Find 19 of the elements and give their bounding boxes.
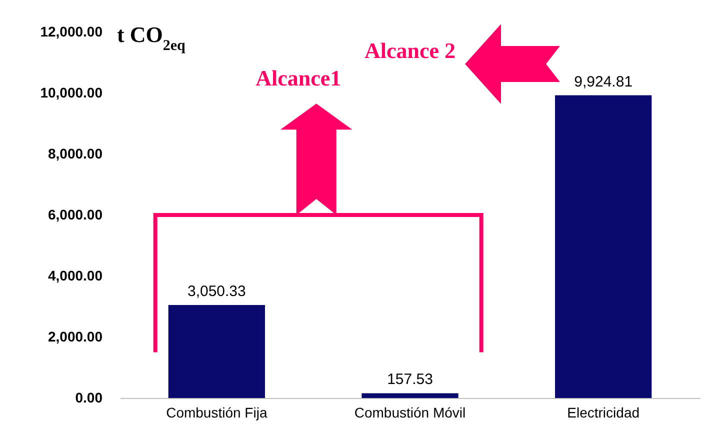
- data-label: 9,924.81: [574, 73, 633, 90]
- data-label: 157.53: [387, 371, 433, 388]
- y-tick-label: 0.00: [75, 390, 103, 406]
- bar: [362, 393, 458, 398]
- annotation: Alcance1: [256, 65, 342, 90]
- y-tick-label: 10,000.00: [40, 84, 103, 100]
- annotation: Alcance 2: [364, 38, 456, 63]
- y-tick-label: 2,000.00: [48, 328, 103, 344]
- y-tick-label: 6,000.00: [48, 206, 103, 222]
- x-tick-label: Combustión Móvil: [354, 404, 466, 420]
- bar: [555, 95, 652, 398]
- y-tick-label: 8,000.00: [48, 146, 103, 162]
- bar: [168, 304, 265, 398]
- y-tick-label: 4,000.00: [48, 268, 103, 284]
- y-axis-title: t CO$_{2eq}$: [117, 22, 186, 54]
- y-tick-label: 12,000.00: [40, 24, 103, 40]
- x-tick-label: Combustión Fija: [166, 404, 268, 420]
- x-tick-label: Electricidad: [567, 404, 640, 420]
- data-label: 3,050.33: [187, 282, 246, 300]
